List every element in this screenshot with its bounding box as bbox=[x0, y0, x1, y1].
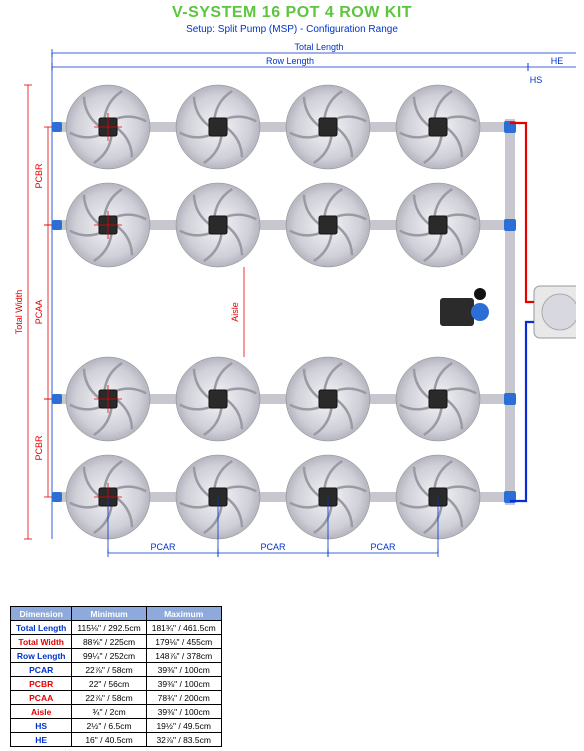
pot bbox=[176, 357, 260, 441]
dim-max: 19½" / 49.5cm bbox=[146, 719, 221, 733]
dim-name: Row Length bbox=[11, 649, 72, 663]
dim-name: HS bbox=[11, 719, 72, 733]
subtitle-prefix: Setup: Split Pump (MSP) bbox=[186, 24, 297, 35]
table-row: HE16" / 40.5cm32⅞" / 83.5cm bbox=[11, 733, 222, 747]
table-row: HS2½" / 6.5cm19½" / 49.5cm bbox=[11, 719, 222, 733]
table-row: PCAR22⅞" / 58cm39⅜" / 100cm bbox=[11, 663, 222, 677]
pot bbox=[396, 357, 480, 441]
layout-diagram: Total Length Row Length HE HS Total Width PC… bbox=[8, 35, 576, 595]
dim-max: 148⅞" / 378cm bbox=[146, 649, 221, 663]
dim-max: 181¾" / 461.5cm bbox=[146, 621, 221, 635]
dim-min: 16" / 40.5cm bbox=[72, 733, 146, 747]
dim-max: 39⅜" / 100cm bbox=[146, 705, 221, 719]
table-row: Aisle¾" / 2cm39⅜" / 100cm bbox=[11, 705, 222, 719]
dim-name: PCAA bbox=[11, 691, 72, 705]
svg-text:PCBR: PCBR bbox=[34, 163, 44, 189]
dim-min: 22⅞" / 58cm bbox=[72, 663, 146, 677]
svg-text:Row Length: Row Length bbox=[266, 56, 314, 66]
dimension-table: Dimension Minimum Maximum Total Length11… bbox=[10, 606, 222, 747]
table-row: Total Width88⅝" / 225cm179⅛" / 455cm bbox=[11, 635, 222, 649]
dim-name: PCBR bbox=[11, 677, 72, 691]
svg-text:Aisle: Aisle bbox=[230, 302, 240, 322]
table-row: PCBR22" / 56cm39⅜" / 100cm bbox=[11, 677, 222, 691]
pot bbox=[286, 85, 370, 169]
table-header-row: Dimension Minimum Maximum bbox=[11, 607, 222, 621]
pot bbox=[286, 183, 370, 267]
dim-max: 78¾" / 200cm bbox=[146, 691, 221, 705]
dim-max: 39⅜" / 100cm bbox=[146, 663, 221, 677]
svg-text:PCBR: PCBR bbox=[34, 435, 44, 461]
dim-min: 22" / 56cm bbox=[72, 677, 146, 691]
dim-name: Total Width bbox=[11, 635, 72, 649]
dim-min: ¾" / 2cm bbox=[72, 705, 146, 719]
dim-min: 115⅛" / 292.5cm bbox=[72, 621, 146, 635]
page-title: V-SYSTEM 16 POT 4 ROW KIT bbox=[8, 4, 576, 22]
dim-name: HE bbox=[11, 733, 72, 747]
table-row: Total Length115⅛" / 292.5cm181¾" / 461.5… bbox=[11, 621, 222, 635]
svg-text:Total Width: Total Width bbox=[14, 290, 24, 335]
svg-text:Total Length: Total Length bbox=[294, 42, 343, 52]
svg-text:PCAA: PCAA bbox=[34, 300, 44, 325]
col-dimension: Dimension bbox=[11, 607, 72, 621]
svg-text:PCAR: PCAR bbox=[260, 542, 286, 552]
pot bbox=[176, 85, 260, 169]
connector bbox=[504, 219, 516, 231]
dim-max: 179⅛" / 455cm bbox=[146, 635, 221, 649]
dim-name: Aisle bbox=[11, 705, 72, 719]
col-maximum: Maximum bbox=[146, 607, 221, 621]
svg-text:HE: HE bbox=[551, 56, 564, 66]
dim-name: PCAR bbox=[11, 663, 72, 677]
table-row: Row Length99¼" / 252cm148⅞" / 378cm bbox=[11, 649, 222, 663]
dim-max: 39⅜" / 100cm bbox=[146, 677, 221, 691]
dim-min: 99¼" / 252cm bbox=[72, 649, 146, 663]
pot bbox=[176, 183, 260, 267]
svg-text:HS: HS bbox=[530, 75, 543, 85]
dim-min: 88⅝" / 225cm bbox=[72, 635, 146, 649]
connector bbox=[504, 393, 516, 405]
col-minimum: Minimum bbox=[72, 607, 146, 621]
dim-min: 2½" / 6.5cm bbox=[72, 719, 146, 733]
pot bbox=[396, 85, 480, 169]
pot bbox=[286, 357, 370, 441]
subtitle-suffix: - Configuration Range bbox=[297, 24, 398, 35]
dim-min: 22⅞" / 58cm bbox=[72, 691, 146, 705]
page-subtitle: Setup: Split Pump (MSP) - Configuration … bbox=[8, 24, 576, 35]
dim-max: 32⅞" / 83.5cm bbox=[146, 733, 221, 747]
pump bbox=[440, 298, 474, 326]
svg-text:PCAR: PCAR bbox=[370, 542, 396, 552]
dim-name: Total Length bbox=[11, 621, 72, 635]
pot bbox=[396, 183, 480, 267]
svg-text:PCAR: PCAR bbox=[150, 542, 176, 552]
table-row: PCAA22⅞" / 58cm78¾" / 200cm bbox=[11, 691, 222, 705]
